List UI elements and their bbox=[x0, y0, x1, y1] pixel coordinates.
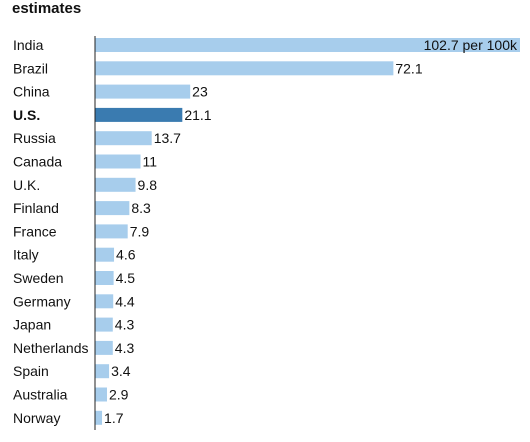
bar-japan bbox=[95, 317, 113, 332]
value-label-brazil: 72.1 bbox=[395, 60, 422, 76]
bar-china bbox=[95, 84, 191, 99]
value-label-italy: 4.6 bbox=[116, 247, 136, 263]
value-label-sweden: 4.5 bbox=[116, 270, 136, 286]
bar-norway bbox=[95, 410, 103, 425]
value-label-finland: 8.3 bbox=[131, 200, 151, 216]
category-label-spain: Spain bbox=[13, 363, 49, 379]
value-label-netherlands: 4.3 bbox=[115, 340, 135, 356]
category-label-u-k: U.K. bbox=[13, 177, 40, 193]
category-label-france: France bbox=[13, 223, 57, 239]
category-label-finland: Finland bbox=[13, 200, 59, 216]
bar-france bbox=[95, 224, 128, 239]
value-label-canada: 11 bbox=[143, 154, 158, 170]
value-label-france: 7.9 bbox=[130, 223, 150, 239]
bar-india bbox=[95, 38, 520, 52]
value-label-russia: 13.7 bbox=[154, 130, 181, 146]
value-label-norway: 1.7 bbox=[104, 410, 124, 426]
value-label-china: 23 bbox=[192, 84, 208, 100]
value-label-spain: 3.4 bbox=[111, 363, 131, 379]
value-label-u-s: 21.1 bbox=[184, 107, 211, 123]
value-label-japan: 4.3 bbox=[115, 317, 135, 333]
bar-sweden bbox=[95, 271, 114, 285]
value-label-india: 102.7 per 100k bbox=[424, 37, 518, 53]
category-label-u-s: U.S. bbox=[13, 107, 40, 123]
value-label-u-k: 9.8 bbox=[138, 177, 158, 193]
category-label-italy: Italy bbox=[13, 247, 39, 263]
category-label-australia: Australia bbox=[13, 387, 68, 403]
bar-canada bbox=[95, 154, 141, 169]
bar-u-k bbox=[95, 177, 136, 192]
bar-spain bbox=[95, 364, 110, 379]
bar-australia bbox=[95, 387, 108, 402]
bar-u-s bbox=[95, 107, 183, 122]
bar-netherlands bbox=[95, 340, 113, 355]
category-label-germany: Germany bbox=[13, 293, 71, 309]
category-label-norway: Norway bbox=[13, 410, 60, 426]
category-label-sweden: Sweden bbox=[13, 270, 64, 286]
category-label-india: India bbox=[13, 37, 44, 53]
value-label-australia: 2.9 bbox=[109, 387, 129, 403]
category-label-netherlands: Netherlands bbox=[13, 340, 89, 356]
bar-finland bbox=[95, 201, 130, 216]
chart-title: estimates bbox=[12, 0, 82, 17]
bar-italy bbox=[95, 247, 115, 262]
category-label-brazil: Brazil bbox=[13, 60, 48, 76]
bar-russia bbox=[95, 131, 152, 146]
bar-brazil bbox=[95, 61, 394, 76]
value-label-germany: 4.4 bbox=[115, 293, 135, 309]
category-label-canada: Canada bbox=[13, 154, 62, 170]
bar-germany bbox=[95, 294, 114, 309]
category-label-china: China bbox=[13, 84, 50, 100]
category-label-japan: Japan bbox=[13, 317, 51, 333]
category-label-russia: Russia bbox=[13, 130, 56, 146]
